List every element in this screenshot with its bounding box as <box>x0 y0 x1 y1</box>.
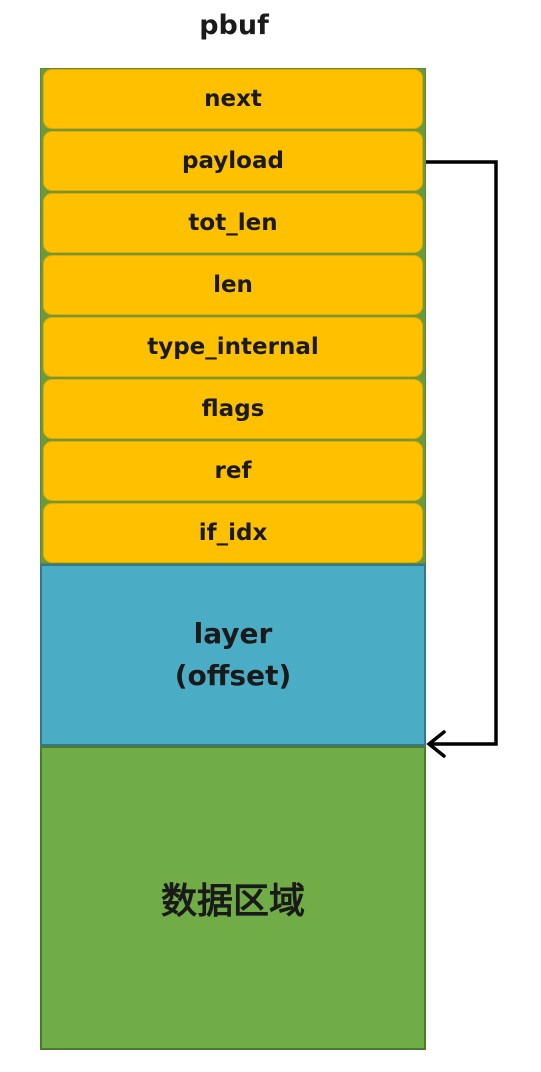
field-payload: payload <box>43 131 423 191</box>
pbuf-title: pbuf <box>199 10 269 41</box>
layer-offset-block: layer (offset) <box>40 564 426 746</box>
field-tot-len: tot_len <box>43 193 423 253</box>
pbuf-struct: next payload tot_len len type_internal f… <box>40 68 426 1050</box>
arrow-line <box>426 160 498 746</box>
field-type-internal: type_internal <box>43 317 423 377</box>
field-if-idx: if_idx <box>43 503 423 563</box>
field-ref: ref <box>43 441 423 501</box>
arrowhead-icon <box>426 730 446 758</box>
offset-label: (offset) <box>174 659 292 692</box>
layer-label: layer <box>193 617 273 650</box>
pbuf-header-fields: next payload tot_len len type_internal f… <box>40 68 426 564</box>
field-next: next <box>43 69 423 129</box>
field-flags: flags <box>43 379 423 439</box>
field-len: len <box>43 255 423 315</box>
data-region-block: 数据区域 <box>40 746 426 1050</box>
data-region-label: 数据区域 <box>160 881 305 922</box>
